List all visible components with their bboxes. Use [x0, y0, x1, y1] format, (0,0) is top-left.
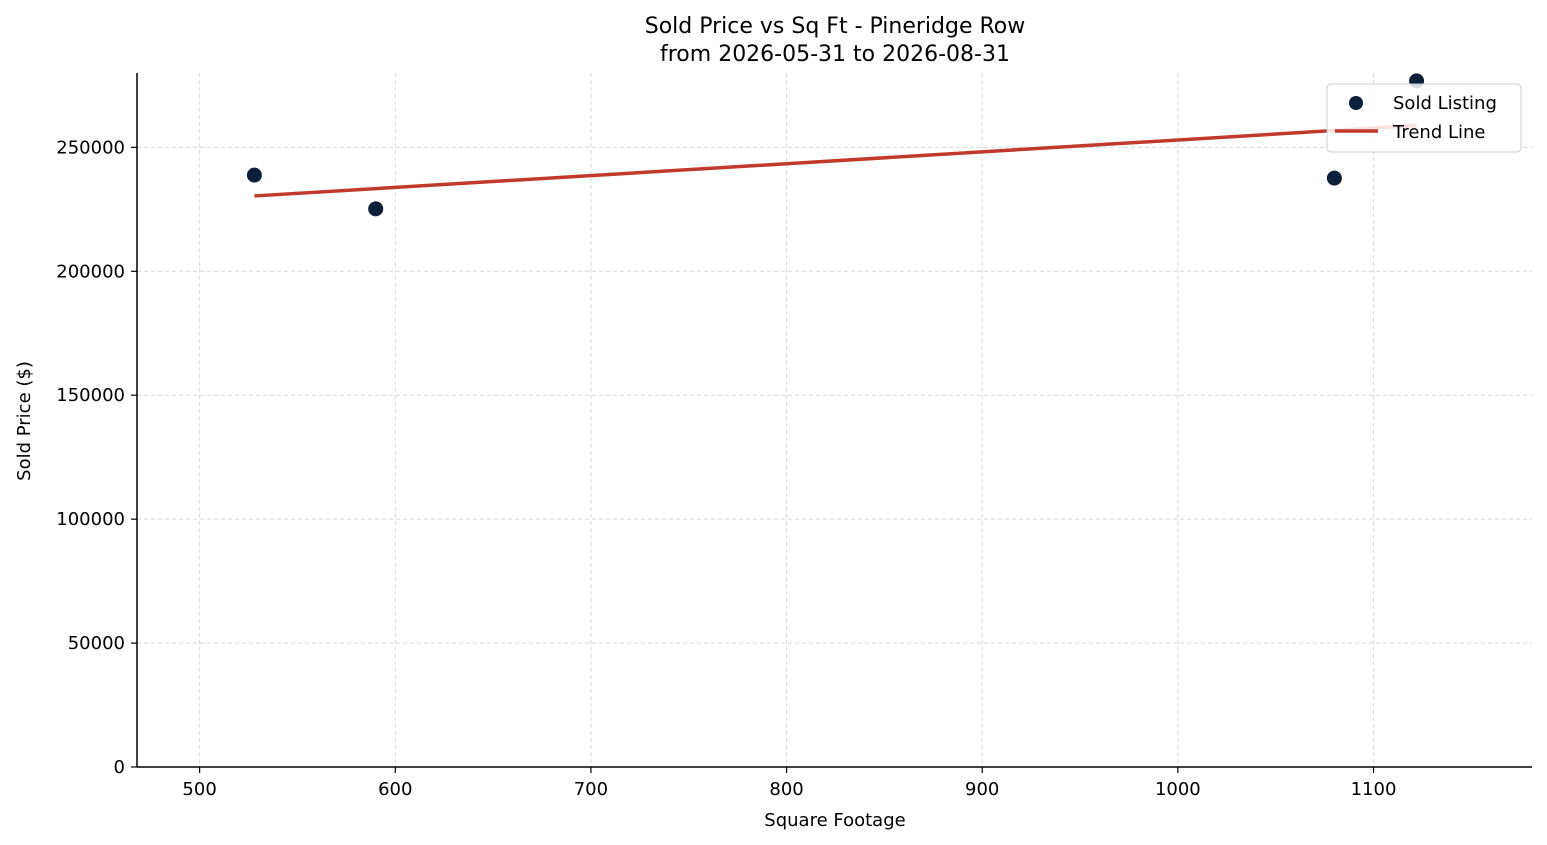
axes	[136, 73, 1532, 768]
y-tick-label: 100000	[56, 509, 125, 530]
tick-labels: 500 600 700 800 900 1000 1100 0 50000 100000 15000…	[56, 137, 1396, 800]
grid-lines	[137, 73, 1532, 767]
x-tick-label: 800	[769, 779, 803, 800]
legend-label-sold-listing: Sold Listing	[1393, 93, 1497, 114]
legend-box	[1326, 83, 1522, 153]
legend-marker-sold-listing	[1349, 96, 1363, 110]
y-tick-label: 150000	[56, 385, 125, 406]
x-tick-label: 500	[182, 779, 216, 800]
legend: Sold Listing Trend Line	[1326, 83, 1522, 153]
y-tick-label: 50000	[68, 633, 125, 654]
legend-label-trend-line: Trend Line	[1392, 122, 1486, 143]
x-axis-label: Square Footage	[764, 810, 905, 831]
chart-subtitle: from 2026-05-31 to 2026-08-31	[660, 42, 1010, 67]
x-tick-label: 1000	[1155, 779, 1201, 800]
data-series	[246, 73, 1425, 217]
x-tick-label: 700	[574, 779, 608, 800]
trend-line	[254, 123, 1417, 198]
y-tick-label: 250000	[56, 137, 125, 158]
data-point-sold-listing	[246, 167, 262, 183]
chart-title: Sold Price vs Sq Ft - Pineridge Row	[645, 14, 1026, 39]
x-tick-label: 900	[965, 779, 999, 800]
x-tick-label: 1100	[1351, 779, 1397, 800]
y-tick-label: 200000	[56, 261, 125, 282]
x-tick-label: 600	[378, 779, 412, 800]
data-point-sold-listing	[368, 201, 384, 217]
y-tick-label: 0	[114, 757, 125, 778]
y-axis-label: Sold Price ($)	[14, 361, 35, 481]
data-point-sold-listing	[1326, 170, 1342, 186]
